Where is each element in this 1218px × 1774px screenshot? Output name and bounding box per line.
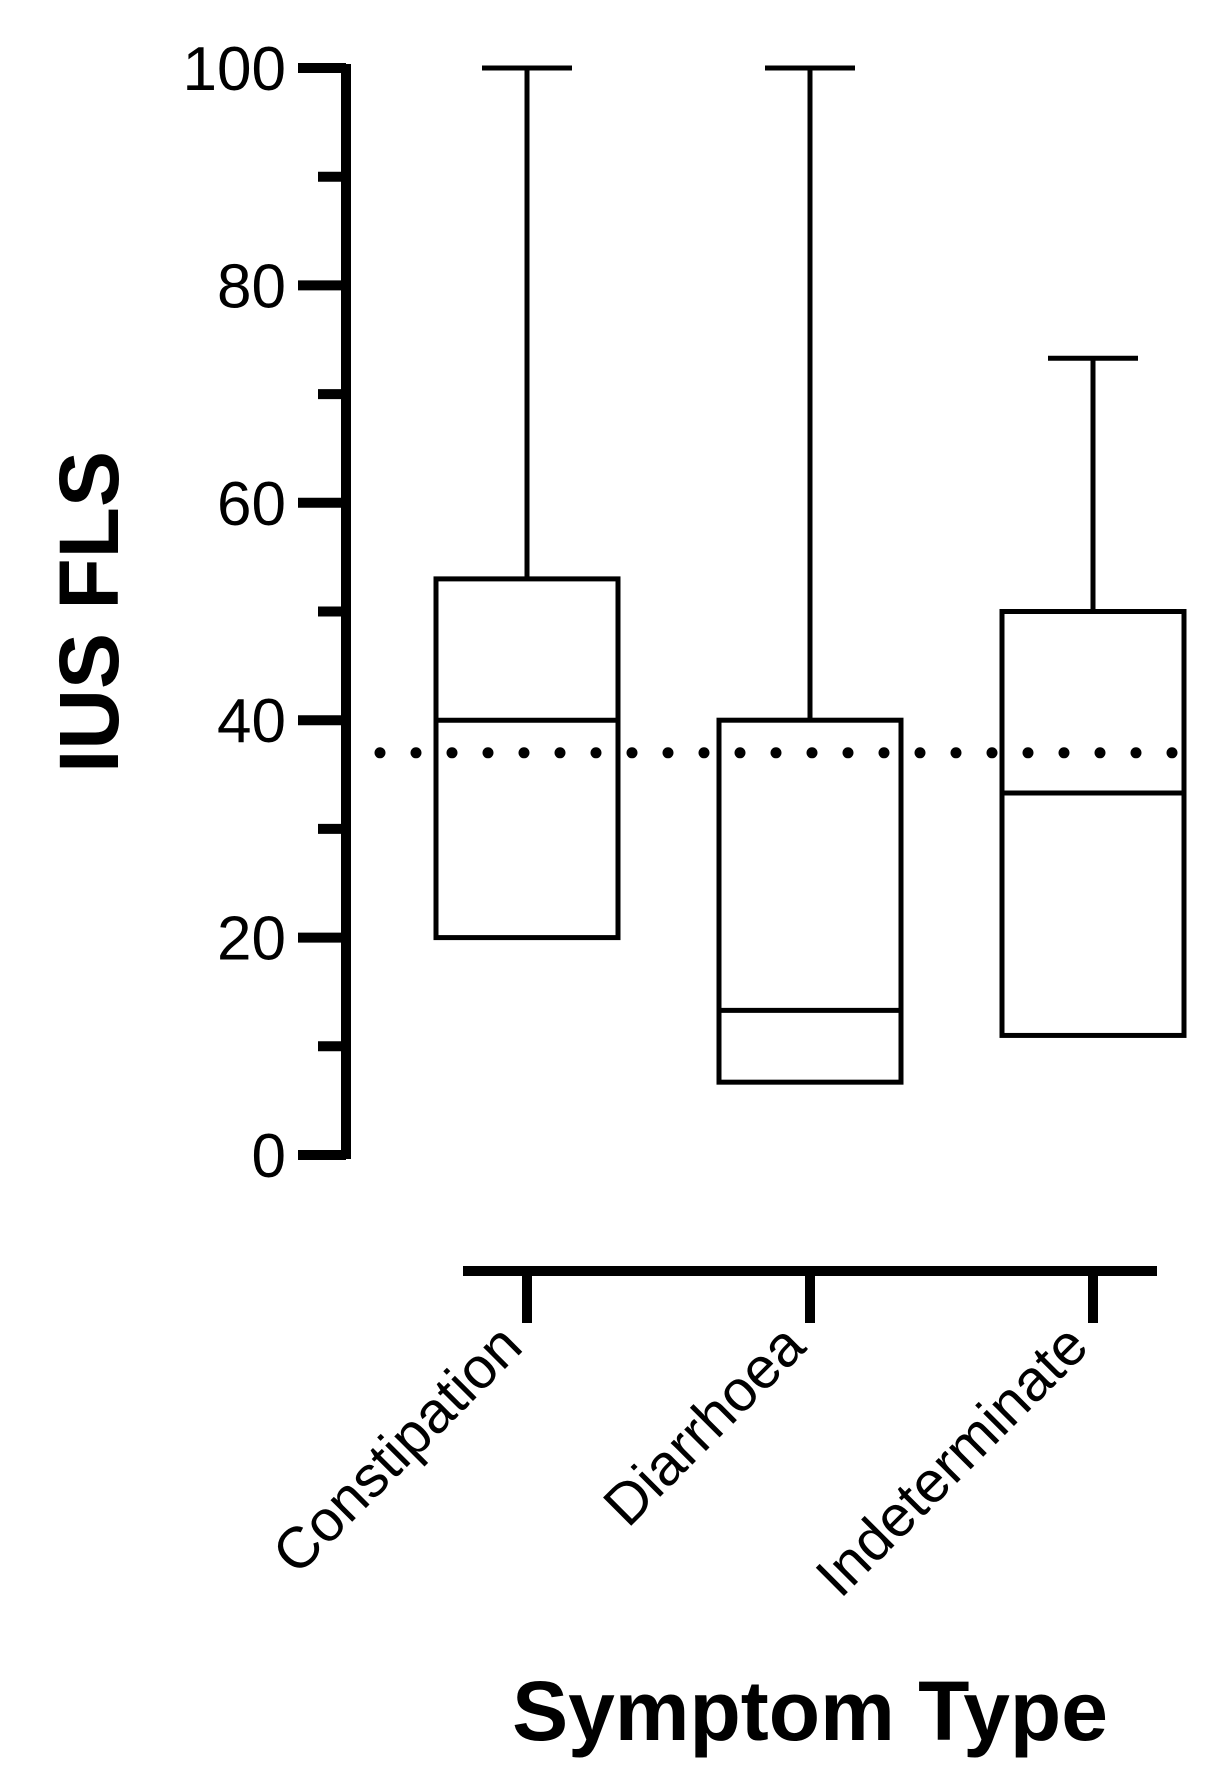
boxes-group <box>433 65 1187 1085</box>
y-axis: 0 20 40 60 80 100 <box>183 35 351 1191</box>
y-tick-label: 100 <box>183 35 286 104</box>
x-category-label: Indeterminate <box>803 1312 1100 1609</box>
x-category-label: Constipation <box>260 1312 534 1586</box>
y-tick-label: 0 <box>252 1122 286 1191</box>
y-tick-label: 80 <box>217 252 286 321</box>
y-tick-label: 20 <box>217 905 286 974</box>
y-axis-title: IUS FLS <box>42 451 136 773</box>
box-constipation <box>433 65 621 941</box>
x-axis-title: Symptom Type <box>512 1664 1108 1758</box>
box-diarrhoea <box>716 65 904 1085</box>
y-tick-label: 60 <box>217 470 286 539</box>
x-category-label: Diarrhoea <box>591 1312 818 1539</box>
box-indeterminate <box>999 355 1187 1038</box>
box-iqr <box>999 609 1187 1038</box>
box-iqr <box>716 717 904 1085</box>
box-iqr <box>433 576 621 941</box>
y-tick-label: 40 <box>217 687 286 756</box>
